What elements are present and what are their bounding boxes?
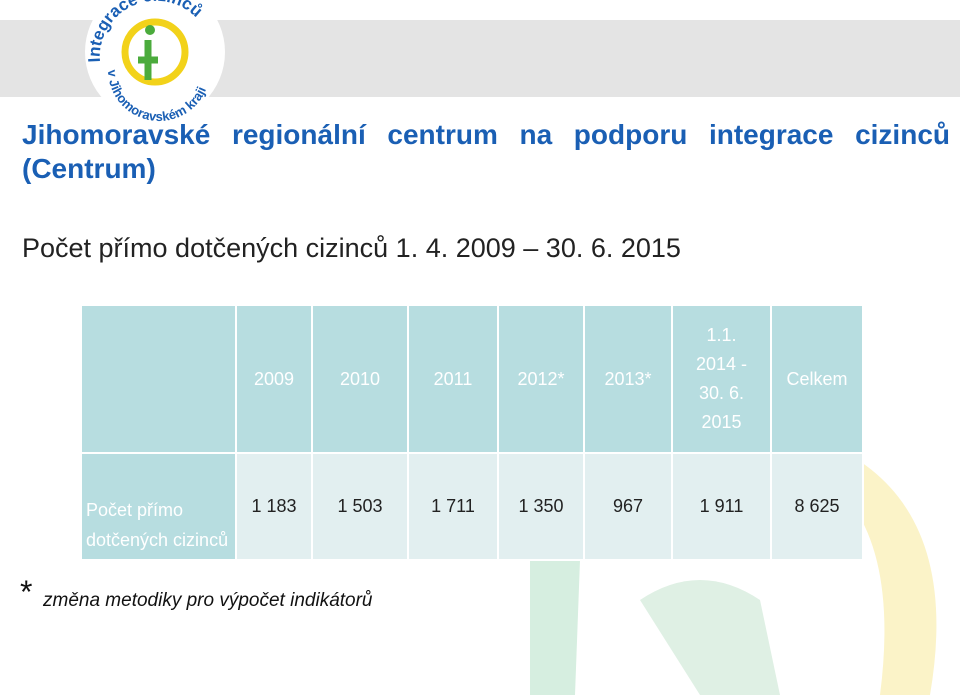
subtitle: Počet přímo dotčených cizinců 1. 4. 2009… bbox=[22, 233, 681, 263]
decor bbox=[830, 455, 937, 695]
title: Jihomoravské regionální centrum na podpo… bbox=[22, 119, 950, 184]
header-row: 2009 2010 2011 2012* 2013* 1.1. 2014 - 30. 6.… bbox=[80, 304, 864, 454]
decor bbox=[640, 580, 780, 695]
row-header: Počet přímo dotčených cizinců bbox=[80, 452, 237, 561]
column-header: Celkem bbox=[770, 304, 864, 454]
cell: 1 711 bbox=[407, 452, 499, 561]
cell: 967 bbox=[583, 452, 673, 561]
column-header: 2010 bbox=[311, 304, 409, 454]
cell: 1 503 bbox=[311, 452, 409, 561]
column-header: 2011 bbox=[407, 304, 499, 454]
data-table: 2009 2010 2011 2012* 2013* 1.1. 2014 - 30. 6.… bbox=[80, 304, 864, 561]
data-row: Počet přímo dotčených cizinců 1 183 1 503 1… bbox=[80, 452, 864, 561]
logo-figure bbox=[138, 40, 158, 80]
footnote-mark: * bbox=[20, 574, 33, 610]
cell: 1 350 bbox=[497, 452, 585, 561]
cell: 1 911 bbox=[671, 452, 772, 561]
column-header: 2012* bbox=[497, 304, 585, 454]
column-header: 2013* bbox=[583, 304, 673, 454]
cell: 1 183 bbox=[235, 452, 313, 561]
column-header: 1.1. 2014 - 30. 6. 2015 bbox=[671, 304, 772, 454]
footnote: změna metodiky pro výpočet indikátorů bbox=[43, 590, 373, 611]
decor bbox=[530, 550, 580, 695]
column-header: 2009 bbox=[235, 304, 313, 454]
logo-ring bbox=[121, 18, 189, 86]
logo-head bbox=[145, 25, 155, 35]
cell: 8 625 bbox=[770, 452, 864, 561]
corner-cell bbox=[80, 304, 237, 454]
